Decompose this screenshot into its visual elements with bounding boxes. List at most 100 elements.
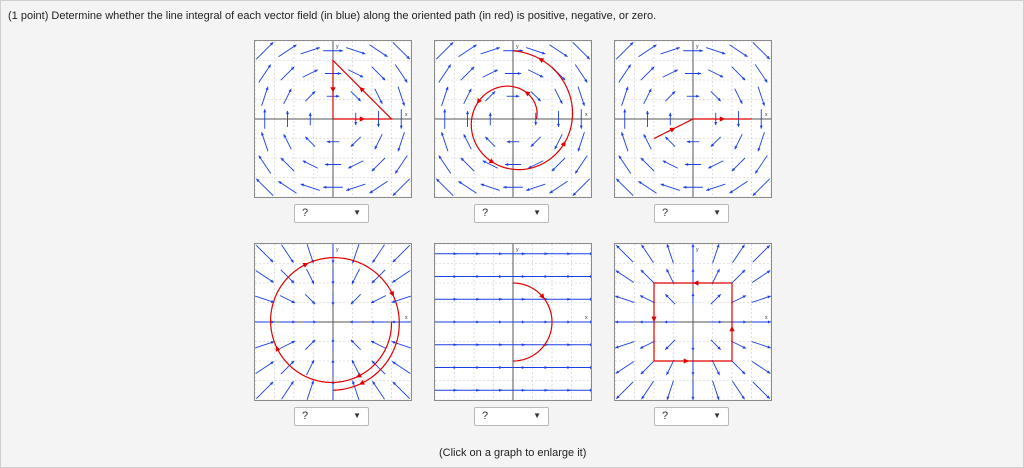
answer-select-2[interactable]: ? ▼	[474, 204, 549, 223]
field-vector	[549, 180, 568, 194]
vector-field-plot: xy	[435, 244, 591, 400]
field-vector-head	[391, 341, 396, 345]
field-vector-head	[616, 395, 620, 399]
field-vector-head	[521, 320, 525, 324]
field-vector-head	[517, 71, 522, 76]
field-vector	[392, 244, 411, 263]
field-vector-head	[766, 395, 770, 399]
answer-select-1[interactable]: ? ▼	[294, 204, 369, 223]
field-vector-head	[697, 71, 702, 76]
field-vector-head	[499, 297, 503, 301]
path-arrow	[669, 127, 676, 133]
field-vector-head	[621, 132, 625, 136]
field-vector-head	[331, 281, 335, 285]
field-vector-head	[271, 320, 275, 324]
field-vector-head	[766, 370, 771, 374]
field-vector-head	[290, 259, 294, 263]
answer-select-5[interactable]: ? ▼	[474, 407, 549, 426]
field-vector-head	[376, 123, 381, 128]
field-vector	[640, 360, 655, 375]
field-vector	[666, 244, 674, 264]
field-vector-head	[379, 100, 383, 104]
field-vector-head	[714, 122, 718, 126]
field-vector-head	[397, 147, 401, 152]
field-vector	[306, 380, 314, 400]
field-vector-head	[476, 343, 480, 347]
field-vector	[731, 157, 746, 172]
field-vector-head	[361, 51, 366, 55]
answer-select-3[interactable]: ? ▼	[654, 204, 729, 223]
vector-field-plot: xy	[255, 41, 411, 197]
field-vector-head	[370, 340, 375, 344]
field-vector-head	[331, 338, 335, 342]
field-vector-head	[391, 320, 395, 324]
field-vector-head	[326, 140, 330, 144]
path-arrow	[488, 158, 495, 164]
field-vector	[660, 183, 680, 191]
field-vector-head	[639, 320, 643, 324]
field-vector-head	[476, 320, 480, 324]
field-vector-head	[739, 100, 743, 104]
path-arrow	[719, 116, 726, 122]
field-vector-head	[392, 381, 397, 386]
field-vector-head	[717, 294, 721, 298]
field-vector-head	[641, 395, 645, 400]
chevron-down-icon: ▼	[533, 208, 541, 217]
field-vector	[391, 361, 411, 374]
field-vector	[621, 86, 629, 106]
field-vector	[255, 341, 275, 349]
field-vector-head	[314, 69, 318, 73]
y-axis-label: y	[696, 44, 699, 50]
field-vector	[281, 244, 294, 264]
vector-field	[435, 252, 591, 392]
field-vector-head	[468, 88, 472, 93]
field-vector-head	[666, 396, 670, 400]
field-vector	[618, 64, 632, 83]
answer-select-4[interactable]: ? ▼	[294, 407, 369, 426]
field-vector-head	[717, 97, 721, 102]
field-vector	[729, 180, 748, 194]
field-vector-head	[476, 297, 480, 301]
field-vector-head	[323, 185, 327, 189]
answer-select-6[interactable]: ? ▼	[654, 407, 729, 426]
field-vector	[640, 269, 655, 284]
field-vector-head	[270, 361, 274, 365]
field-vector-head	[581, 102, 585, 106]
field-vector-head	[759, 125, 763, 129]
field-vector-head	[436, 178, 440, 183]
field-vector-head	[506, 140, 510, 144]
field-vector-head	[392, 258, 397, 263]
field-vector	[751, 295, 771, 303]
field-vector-head	[761, 102, 765, 106]
field-vector-head	[544, 365, 548, 370]
field-vector-head	[357, 97, 361, 102]
field-vector-head	[453, 274, 457, 279]
field-vector-head	[494, 69, 498, 73]
field-vector	[752, 178, 771, 197]
field-vector	[369, 180, 388, 194]
field-vector-head	[567, 297, 571, 301]
field-vector-head	[311, 339, 316, 344]
field-vector-head	[290, 66, 295, 71]
path-arrow	[538, 58, 545, 63]
field-vector-head	[473, 44, 477, 48]
field-vector	[732, 244, 745, 264]
field-vector	[638, 44, 657, 58]
field-vector-head	[766, 245, 770, 249]
field-vector-head	[615, 370, 620, 374]
field-vector	[392, 381, 411, 400]
vector-field-plot: xy	[615, 41, 771, 197]
path-arrow	[359, 116, 366, 122]
field-vector-head	[291, 340, 296, 344]
field-vector-head	[615, 320, 619, 324]
field-vector-head	[270, 279, 274, 283]
field-vector-head	[742, 345, 747, 349]
vector-field-plot: xy	[615, 244, 771, 400]
